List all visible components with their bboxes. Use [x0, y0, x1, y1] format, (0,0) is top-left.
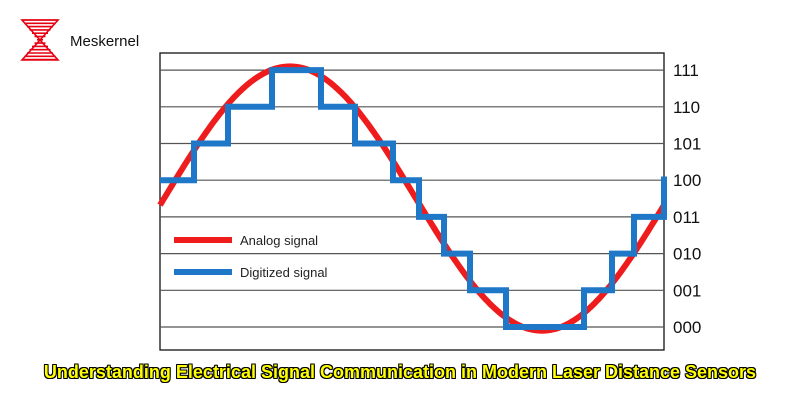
meskernel-logo-icon	[20, 19, 60, 61]
y-axis-labels: 000 001 010 011 100 101 110 111	[673, 61, 701, 337]
y-tick-label: 100	[673, 171, 701, 190]
legend: Analog signal Digitized signal	[174, 233, 328, 280]
legend-label: Analog signal	[240, 233, 318, 248]
legend-label: Digitized signal	[240, 265, 328, 280]
digitized-signal-line	[160, 67, 667, 330]
y-tick-label: 101	[673, 135, 701, 154]
analog-signal-line	[157, 63, 667, 334]
y-tick-label: 011	[673, 208, 700, 227]
y-tick-label: 010	[673, 245, 701, 264]
y-tick-label: 110	[673, 98, 700, 117]
caption: Understanding Electrical Signal Communic…	[43, 362, 757, 382]
y-tick-label: 000	[673, 318, 701, 337]
brand: Meskernel	[20, 18, 139, 62]
y-tick-label: 001	[673, 281, 701, 300]
y-tick-label: 111	[673, 61, 699, 80]
brand-name: Meskernel	[70, 32, 140, 50]
